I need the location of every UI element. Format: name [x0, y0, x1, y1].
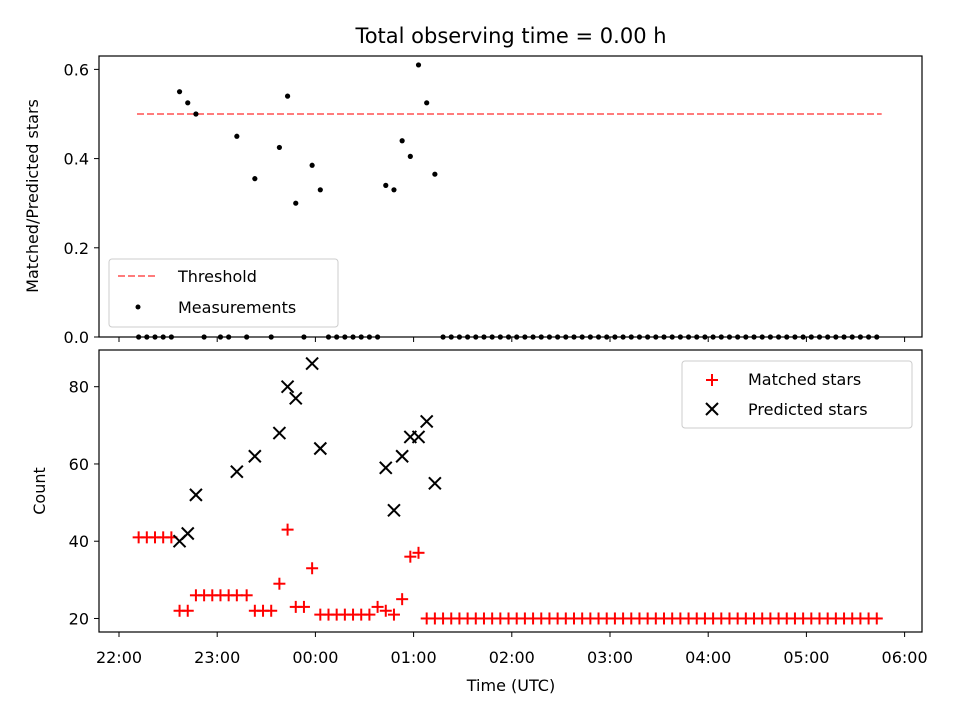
- matched-legend-swatch: [706, 374, 718, 386]
- predicted-star-point: [280, 379, 295, 394]
- measurement-point: [176, 89, 183, 95]
- measurement-point: [234, 133, 240, 139]
- measurement-point: [391, 187, 397, 193]
- predicted-star-point: [387, 503, 401, 518]
- measurement-point: [252, 176, 258, 182]
- predicted-star-point: [379, 461, 393, 475]
- matched-star-point: [281, 523, 294, 536]
- predicted-star-point: [419, 414, 434, 429]
- matched-star-point: [404, 550, 417, 563]
- matched-star-point: [387, 608, 400, 621]
- matched-legend-label: Matched stars: [748, 370, 861, 389]
- threshold-legend-label: Threshold: [177, 267, 257, 286]
- predicted-star-point: [428, 476, 442, 490]
- predicted-star-point: [189, 488, 203, 502]
- predicted-star-point: [289, 391, 303, 405]
- x-tick-label: 06:00: [882, 648, 928, 667]
- matched-star-point: [870, 612, 883, 625]
- matched-star-point: [265, 604, 278, 617]
- count-panel: 20 40 60 80 22:00 23:00 00:00 01:00 02:00 03:00 0…: [30, 349, 928, 695]
- ratio-y-tick-label: 0.6: [64, 60, 89, 79]
- matched-star-point: [363, 608, 376, 621]
- ratio-y-axis-label: Matched/Predicted stars: [23, 99, 42, 293]
- x-tick-label: 05:00: [783, 648, 829, 667]
- x-tick-label: 04:00: [685, 648, 731, 667]
- ratio-legend-box: [108, 258, 339, 328]
- predicted-legend-swatch: [705, 402, 719, 416]
- measurements-legend-label: Measurements: [178, 298, 296, 317]
- x-tick-label: 00:00: [292, 648, 338, 667]
- measurement-point: [284, 93, 291, 99]
- x-tick-label: 01:00: [391, 648, 437, 667]
- predicted-star-point: [411, 430, 426, 444]
- matched-star-point: [240, 589, 253, 602]
- ratio-legend: Threshold Measurements: [108, 258, 339, 328]
- ratio-y-tick-label: 0.4: [64, 150, 89, 169]
- measurement-point: [317, 187, 323, 193]
- predicted-legend-label: Predicted stars: [748, 400, 868, 419]
- count-y-axis-label: Count: [30, 467, 49, 515]
- measurement-point: [432, 171, 438, 177]
- ratio-panel: 0.0 0.2 0.4 0.6 Matched/Predicted stars Thr…: [23, 55, 923, 347]
- chart-title: Total observing time = 0.00 h: [354, 24, 666, 48]
- matched-star-point: [396, 593, 409, 606]
- matched-star-point: [297, 600, 310, 613]
- predicted-star-point: [395, 449, 409, 463]
- measurement-point: [185, 100, 191, 106]
- count-legend-box: [681, 360, 913, 429]
- predicted-star-point: [181, 526, 195, 541]
- predicted-star-point: [272, 426, 287, 440]
- matched-star-point: [379, 604, 392, 617]
- count-y-tick-label: 80: [69, 378, 89, 397]
- ratio-plot-frame: [98, 55, 923, 338]
- measurement-point: [407, 153, 413, 159]
- measurement-point: [415, 62, 422, 68]
- measurement-point: [383, 182, 389, 188]
- matched-star-point: [412, 546, 425, 559]
- count-y-tick-label: 60: [69, 455, 89, 474]
- x-tick-label: 22:00: [96, 648, 142, 667]
- predicted-star-point: [305, 356, 319, 371]
- measurement-point: [276, 144, 282, 151]
- x-tick-label: 23:00: [194, 648, 240, 667]
- count-y-tick-label: 40: [69, 532, 89, 551]
- x-axis-label: Time (UTC): [466, 676, 555, 695]
- predicted-star-point: [248, 449, 262, 463]
- count-y-tick-label: 20: [69, 609, 89, 628]
- count-legend: Matched stars Predicted stars: [681, 360, 913, 429]
- matched-star-point: [371, 600, 384, 613]
- measurement-point: [309, 162, 315, 168]
- predicted-star-point: [313, 441, 328, 456]
- ratio-y-tick-label: 0.2: [64, 239, 89, 258]
- measurement-point: [424, 100, 430, 106]
- x-tick-label: 02:00: [489, 648, 535, 667]
- measurements-legend-swatch: [135, 304, 141, 310]
- measurement-point: [193, 111, 199, 117]
- ratio-y-tick-label: 0.0: [64, 328, 89, 347]
- measurement-point: [293, 200, 299, 206]
- x-tick-label: 03:00: [587, 648, 633, 667]
- matched-star-point: [181, 604, 194, 617]
- matched-star-point: [306, 562, 319, 575]
- matched-star-point: [273, 577, 286, 590]
- predicted-star-point: [230, 464, 244, 479]
- measurement-point: [399, 138, 405, 144]
- count-plot-frame: [98, 349, 923, 633]
